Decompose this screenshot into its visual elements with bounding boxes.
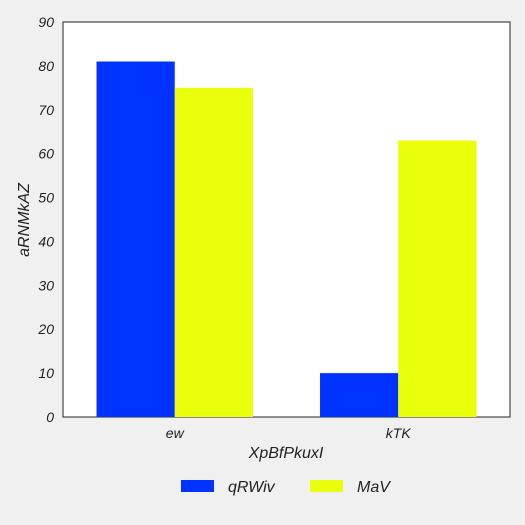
legend: qRWiv MaV: [181, 479, 391, 496]
bar-qRWiv-kTK: [320, 373, 399, 417]
y-tick-label: 50: [38, 190, 54, 206]
bars-group: [96, 61, 477, 417]
bar-MaV-kTK: [398, 140, 477, 417]
x-tick-label: ew: [166, 425, 185, 441]
x-tick-label: kTK: [386, 425, 412, 441]
y-tick-label: 80: [38, 58, 54, 74]
legend-label-qRWiv: qRWiv: [228, 479, 276, 496]
legend-label-MaV: MaV: [357, 479, 391, 496]
y-tick-label: 0: [46, 409, 54, 425]
y-axis-label: aRNMkAZ: [16, 182, 33, 257]
y-tick-label: 40: [38, 233, 54, 249]
y-axis-ticks: 0 10 20 30 40 50 60 70 80 90: [37, 14, 54, 425]
bar-qRWiv-ew: [96, 61, 175, 417]
legend-swatch-qRWiv: [181, 480, 214, 492]
y-tick-label: 90: [38, 14, 54, 30]
legend-swatch-MaV: [310, 480, 343, 492]
y-tick-label: 20: [37, 321, 54, 337]
bar-MaV-ew: [174, 87, 253, 417]
x-axis-label: XpBfPkuxI: [248, 445, 324, 462]
y-tick-label: 30: [38, 277, 54, 293]
y-tick-label: 70: [38, 102, 54, 118]
y-tick-label: 60: [38, 146, 54, 162]
y-tick-label: 10: [38, 365, 54, 381]
x-axis-ticks: ew kTK: [166, 425, 412, 441]
